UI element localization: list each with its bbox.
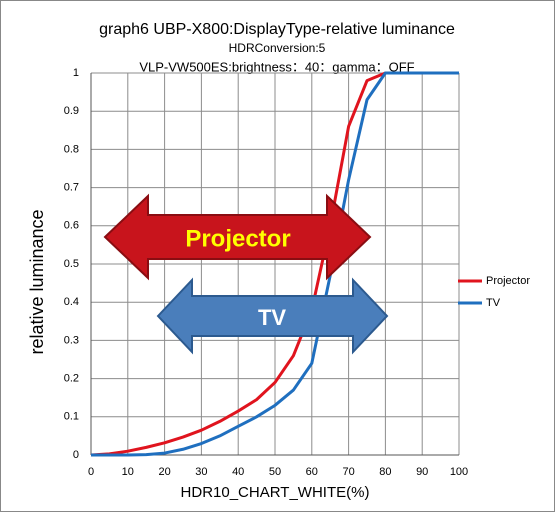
data-line <box>91 71 459 457</box>
y-tick-label: 0.2 <box>64 373 79 385</box>
x-tick-label: 50 <box>269 466 281 478</box>
x-tick-label: 30 <box>195 466 207 478</box>
y-tick-label: 0.5 <box>64 258 79 270</box>
x-tick-label: 20 <box>158 466 170 478</box>
plot-area: 00.10.20.30.40.50.60.70.80.910 10 20 30 40 50… <box>64 67 468 478</box>
y-tick-label: 0 <box>73 449 79 461</box>
legend-label: TV <box>486 297 501 309</box>
x-tick-label: 10 <box>122 466 134 478</box>
legend-label: Projector <box>486 275 530 287</box>
y-tick-label: 0.1 <box>64 411 79 423</box>
chart-subtitle: HDRConversion:5 <box>229 41 326 55</box>
x-axis-label: HDR10_CHART_WHITE(%) <box>181 484 370 501</box>
arrow-shape <box>103 193 372 281</box>
x-tick-label: 70 <box>342 466 354 478</box>
y-tick-label: 0.7 <box>64 182 79 194</box>
x-tick-label: 100 <box>450 466 468 478</box>
chart-subtitle: VLP-VW500ES:brightness：40：gamma：OFF <box>139 59 414 74</box>
chart-title: graph6 UBP-X800:DisplayType-relative lum… <box>99 21 455 38</box>
y-tick-label: 0.4 <box>64 296 79 308</box>
x-tick-label: 0 <box>88 466 94 478</box>
x-tick-label: 40 <box>232 466 244 478</box>
y-tick-label: 0.9 <box>64 105 79 117</box>
x-tick-label: 60 <box>306 466 318 478</box>
annotation: Projector <box>185 225 290 252</box>
y-tick-label: 0.3 <box>64 334 79 346</box>
arrow-shape <box>156 277 389 355</box>
y-tick-label: 0.8 <box>64 143 79 155</box>
annotation: TV <box>258 305 286 330</box>
y-axis-label: relative luminance <box>27 209 47 354</box>
projector-arrow: Projector <box>103 193 372 281</box>
tv-arrow: TV <box>156 277 389 355</box>
y-tick-label: 1 <box>73 67 79 79</box>
x-tick-label: 90 <box>416 466 428 478</box>
y-tick-label: 0.6 <box>64 220 79 232</box>
x-tick-label: 80 <box>379 466 391 478</box>
